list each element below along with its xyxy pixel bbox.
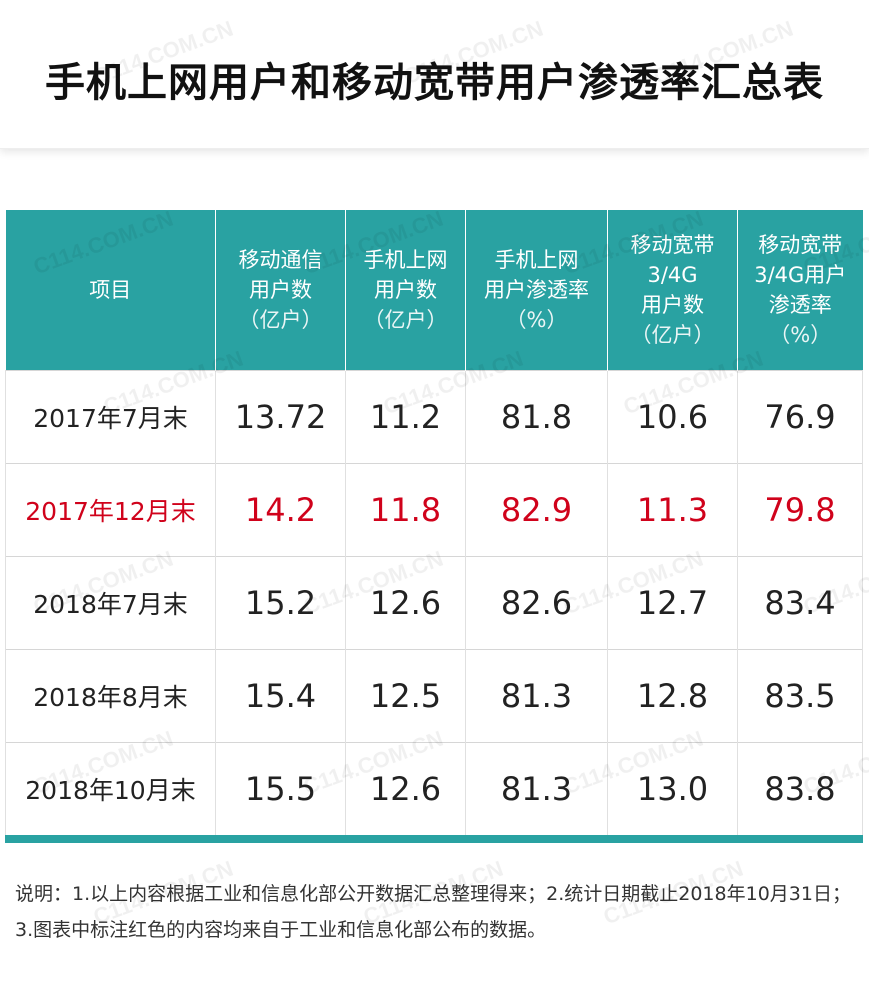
table-cell: 81.3 [465,649,608,743]
header-line: 手机上网 [494,248,579,272]
table-row: 2018年10月末 15.5 12.6 81.3 13.0 83.8 [5,742,863,843]
table-body: 2017年7月末 13.72 11.2 81.8 10.6 76.9 2017年12月末 14… [5,370,863,843]
table-row: 2018年7月末 15.2 12.6 82.6 12.7 83.4 [5,556,863,650]
header-line: 用户数 [249,278,312,302]
row-label: 2017年12月末 [5,463,216,557]
header-cell-broadband-penetration: 移动宽带 3/4G用户 渗透率 （%） [737,210,863,371]
row-label: 2018年10月末 [5,742,216,843]
page-title: 手机上网用户和移动宽带用户渗透率汇总表 [45,60,824,106]
table-cell: 12.6 [345,556,466,650]
table-cell: 12.5 [345,649,466,743]
header-line: 用户渗透率 [484,278,589,302]
table-cell: 79.8 [737,463,863,557]
header-cell-mobile-internet-penetration: 手机上网用户渗透率 （%） [465,210,608,371]
table-cell: 15.5 [215,742,346,843]
table-container: 项目 移动通信 用户数 （亿户） 手机上网 用户数 （亿户） 手机上网 用户渗透率 （%） … [5,210,863,843]
table-cell: 83.5 [737,649,863,743]
table-row: 2017年7月末 13.72 11.2 81.8 10.6 76.9 [5,370,863,464]
row-label: 2018年7月末 [5,556,216,650]
header-line: （%） [769,323,832,347]
table-cell: 82.6 [465,556,608,650]
table-cell: 13.0 [607,742,738,843]
header-line: （%） [505,308,568,332]
table-cell: 12.8 [607,649,738,743]
header-line: 3/4G [647,263,698,287]
header-cell-mobile-internet-users: 手机上网用户数 （亿户） [345,210,466,371]
table-cell: 13.72 [215,370,346,464]
header-cell-item: 项目 [5,210,216,371]
header-cell-mobile-users: 移动通信用户数 （亿户） [215,210,346,371]
table-cell: 10.6 [607,370,738,464]
header-line: 手机上网 [363,248,448,272]
summary-table: 项目 移动通信 用户数 （亿户） 手机上网 用户数 （亿户） 手机上网 用户渗透率 （%） … [5,210,863,843]
table-cell: 81.3 [465,742,608,843]
header-line: 移动宽带 [630,233,715,257]
table-cell: 82.9 [465,463,608,557]
header-row: 项目 移动通信 用户数 （亿户） 手机上网 用户数 （亿户） 手机上网 用户渗透率 （%） … [5,210,863,371]
table-cell: 11.8 [345,463,466,557]
table-cell: 15.2 [215,556,346,650]
table-cell: 15.4 [215,649,346,743]
row-label: 2018年8月末 [5,649,216,743]
header-line: （亿户） [630,323,715,347]
table-cell: 14.2 [215,463,346,557]
header-line: 渗透率 [768,293,832,317]
header-line: 移动通信 [238,248,323,272]
header-line: 3/4G用户 [754,263,847,287]
title-card: 手机上网用户和移动宽带用户渗透率汇总表 [0,0,869,149]
header-cell-broadband-users: 移动宽带 3/4G 用户数 （亿户） [607,210,738,371]
footnote: 说明：1.以上内容根据工业和信息化部公开数据汇总整理得来；2.统计日期截止201… [15,883,851,941]
table-cell: 11.3 [607,463,738,557]
table-cell: 83.4 [737,556,863,650]
header-line: （亿户） [363,308,448,332]
header-line: 用户数 [641,293,704,317]
table-cell: 11.2 [345,370,466,464]
table-row: 2017年12月末 14.2 11.8 82.9 11.3 79.8 [5,463,863,557]
header-line: 项目 [89,278,132,302]
header-line: 移动宽带 [758,233,843,257]
header-line: 用户数 [374,278,437,302]
row-label: 2017年7月末 [5,370,216,464]
table-cell: 83.8 [737,742,863,843]
table-cell: 12.6 [345,742,466,843]
table-cell: 81.8 [465,370,608,464]
table-cell: 12.7 [607,556,738,650]
header-line: （亿户） [238,308,323,332]
table-cell: 76.9 [737,370,863,464]
table-row: 2018年8月末 15.4 12.5 81.3 12.8 83.5 [5,649,863,743]
